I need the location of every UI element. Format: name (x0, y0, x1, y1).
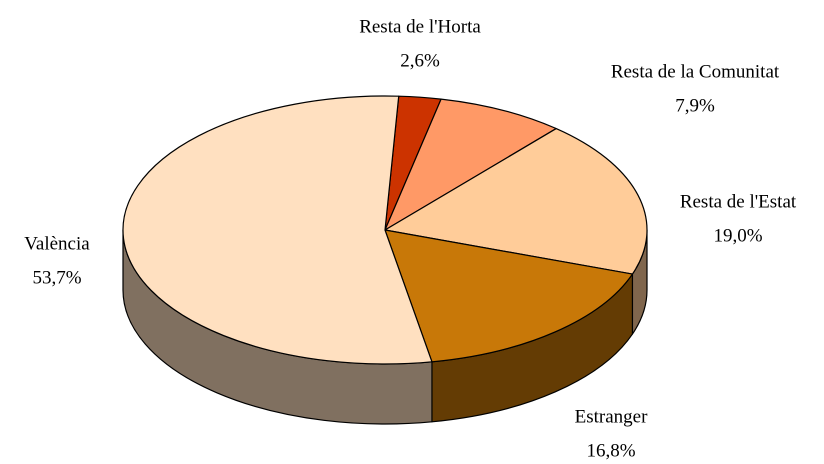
pie-slice (384, 127, 648, 275)
slice-value-label: 2,6% (400, 50, 440, 71)
slice-value-label: 7,9% (675, 95, 715, 116)
slice-label: València (24, 233, 90, 254)
pie-slice (384, 98, 557, 231)
slice-label: Estranger (575, 406, 648, 427)
slice-label: Resta de l'Estat (680, 191, 797, 212)
slice-value-label: 16,8% (586, 440, 635, 461)
pie-slice (122, 95, 433, 365)
slice-value-label: 53,7% (32, 267, 81, 288)
slice-value-label: 19,0% (713, 225, 762, 246)
slice-label: Resta de l'Horta (359, 16, 481, 37)
slice-label: Resta de la Comunitat (611, 61, 780, 82)
pie-slice (384, 229, 634, 363)
